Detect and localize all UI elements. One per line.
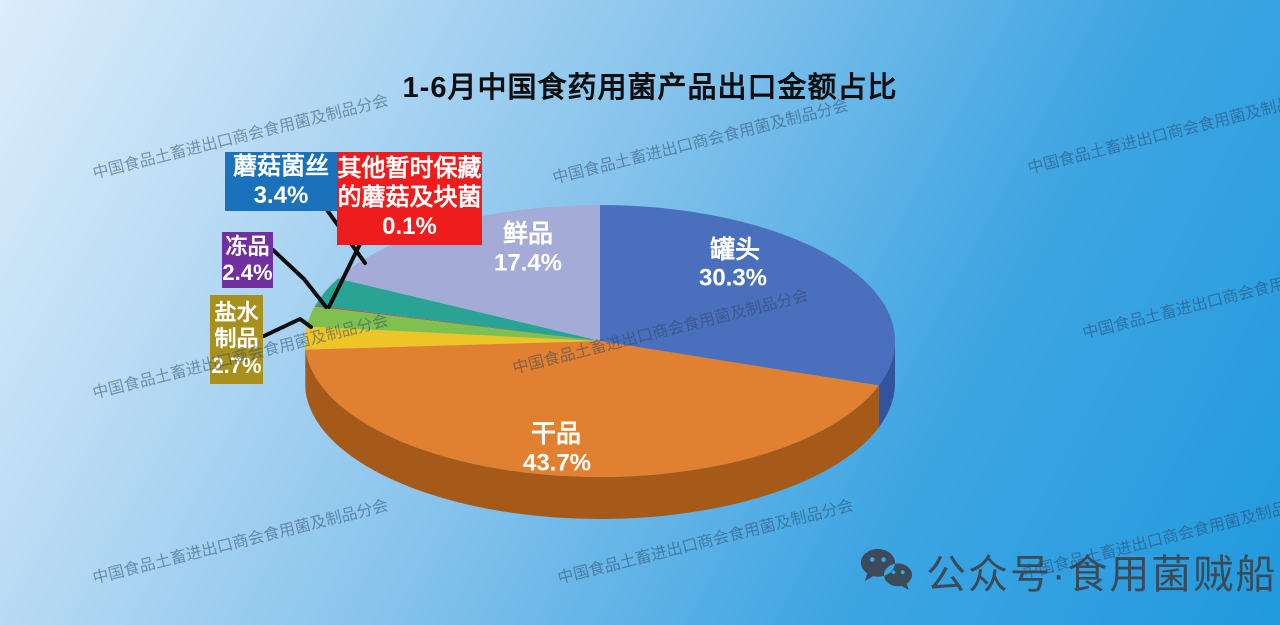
svg-text:罐头: 罐头 <box>709 235 760 264</box>
callout-box-other-preserved: 其他暂时保藏的蘑菇及块菌 0.1% <box>337 152 482 245</box>
callout-label: 冻品 <box>225 233 270 259</box>
wechat-account-name: 公众号·食用菌贼船 <box>926 553 1278 597</box>
callout-value: 0.1% <box>382 212 437 240</box>
chart-title: 1-6月中国食药用菌产品出口金额占比 <box>402 72 898 104</box>
callout-value: 2.7% <box>211 352 262 378</box>
footer: 公众号·食用菌贼船 <box>854 542 1277 600</box>
svg-text:17.4%: 17.4% <box>494 250 562 277</box>
wechat-icon <box>861 549 912 590</box>
callout-label: 盐水制品 <box>214 299 259 352</box>
callout-box-salted: 盐水制品 2.7% <box>210 295 263 384</box>
callout-label: 蘑菇菌丝 <box>233 152 329 180</box>
svg-text:30.3%: 30.3% <box>699 265 767 292</box>
svg-text:43.7%: 43.7% <box>523 450 591 477</box>
callout-box-mushroom-mycelium: 蘑菇菌丝 3.4% <box>225 152 337 211</box>
svg-text:干品: 干品 <box>531 420 581 448</box>
callout-label: 其他暂时保藏的蘑菇及块菌 <box>337 155 482 212</box>
callout-value: 3.4% <box>253 181 309 209</box>
callout-value: 2.4% <box>222 260 273 285</box>
callout-box-frozen: 冻品 2.4% <box>222 232 273 288</box>
svg-text:鲜品: 鲜品 <box>503 220 553 248</box>
